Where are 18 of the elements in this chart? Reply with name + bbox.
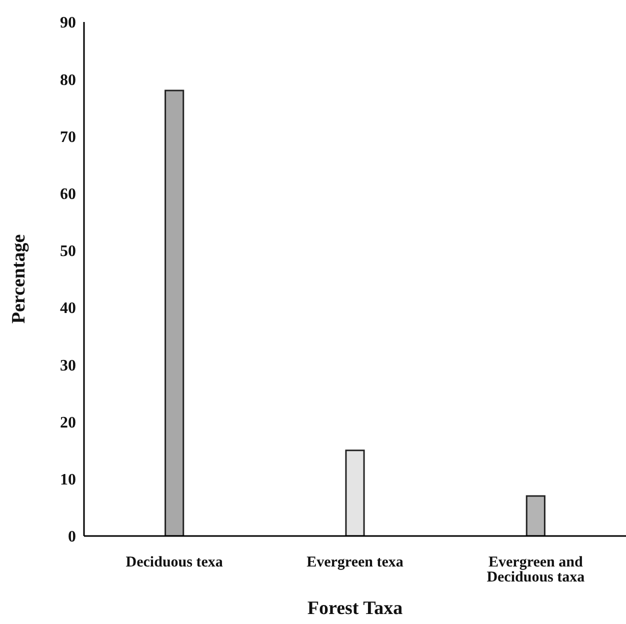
y-tick-label: 0 bbox=[68, 528, 76, 546]
bar bbox=[164, 90, 184, 536]
bar bbox=[526, 495, 546, 536]
x-tick-label: Deciduous texa bbox=[126, 554, 224, 571]
y-tick-label: 10 bbox=[60, 472, 76, 489]
bar bbox=[345, 450, 365, 536]
y-tick-label: 50 bbox=[60, 243, 76, 260]
y-tick-label: 20 bbox=[60, 414, 76, 432]
y-tick-label: 70 bbox=[60, 128, 76, 146]
y-tick-label: 60 bbox=[60, 186, 76, 204]
y-axis-title: Percentage bbox=[8, 234, 30, 324]
x-axis-title: Forest Taxa bbox=[307, 598, 404, 619]
y-tick-label: 40 bbox=[60, 300, 76, 318]
y-tick-label: 90 bbox=[60, 14, 76, 32]
x-tick-label: Evergreen texa bbox=[306, 554, 404, 571]
x-tick-label: Evergreen and Deciduous taxa bbox=[486, 554, 586, 586]
y-tick-label: 30 bbox=[60, 357, 76, 374]
y-tick-label: 80 bbox=[60, 72, 76, 89]
